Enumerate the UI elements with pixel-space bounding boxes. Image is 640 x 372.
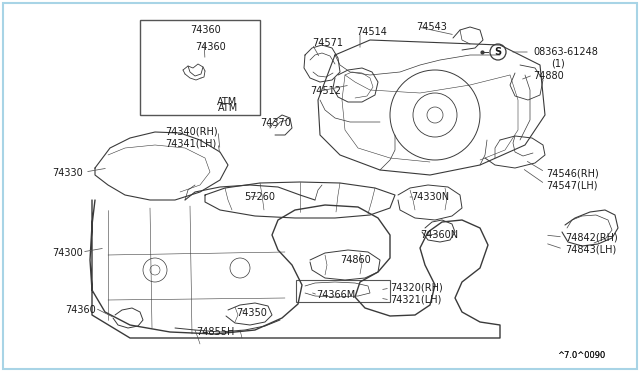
Text: 74300: 74300 <box>52 248 83 258</box>
Text: 74842(RH): 74842(RH) <box>565 232 618 242</box>
Text: 08363-61248: 08363-61248 <box>533 47 598 57</box>
Text: 74860: 74860 <box>340 255 371 265</box>
Text: 74360: 74360 <box>190 25 221 35</box>
Bar <box>296 280 390 302</box>
Text: ^7.0^0090: ^7.0^0090 <box>557 351 605 360</box>
Text: 74855H: 74855H <box>196 327 234 337</box>
Text: 74350: 74350 <box>236 308 267 318</box>
Text: 74320(RH): 74320(RH) <box>390 283 443 293</box>
Text: 57260: 57260 <box>244 192 275 202</box>
Text: ATM: ATM <box>218 103 238 113</box>
Text: 74546(RH): 74546(RH) <box>546 168 599 178</box>
Text: 74366M: 74366M <box>316 290 355 300</box>
Text: 74360N: 74360N <box>420 230 458 240</box>
Text: 74571: 74571 <box>312 38 343 48</box>
Text: 74330: 74330 <box>52 168 83 178</box>
Text: 74340(RH): 74340(RH) <box>165 127 218 137</box>
Text: 74360: 74360 <box>195 42 226 52</box>
Text: 74370: 74370 <box>260 118 291 128</box>
Text: 74512: 74512 <box>310 86 341 96</box>
Text: 74330N: 74330N <box>411 192 449 202</box>
Text: 74514: 74514 <box>356 27 387 37</box>
Text: 74843(LH): 74843(LH) <box>565 244 616 254</box>
Text: ^7.0^0090: ^7.0^0090 <box>557 351 605 360</box>
Text: ATM: ATM <box>217 97 237 107</box>
Text: 74880: 74880 <box>533 71 564 81</box>
Text: (1): (1) <box>551 59 564 69</box>
Bar <box>140 20 260 115</box>
Text: S: S <box>495 47 502 57</box>
Text: 74360: 74360 <box>65 305 96 315</box>
Text: 74341(LH): 74341(LH) <box>165 139 216 149</box>
Text: 74321(LH): 74321(LH) <box>390 295 442 305</box>
Text: 74543: 74543 <box>416 22 447 32</box>
Text: 74547(LH): 74547(LH) <box>546 180 598 190</box>
